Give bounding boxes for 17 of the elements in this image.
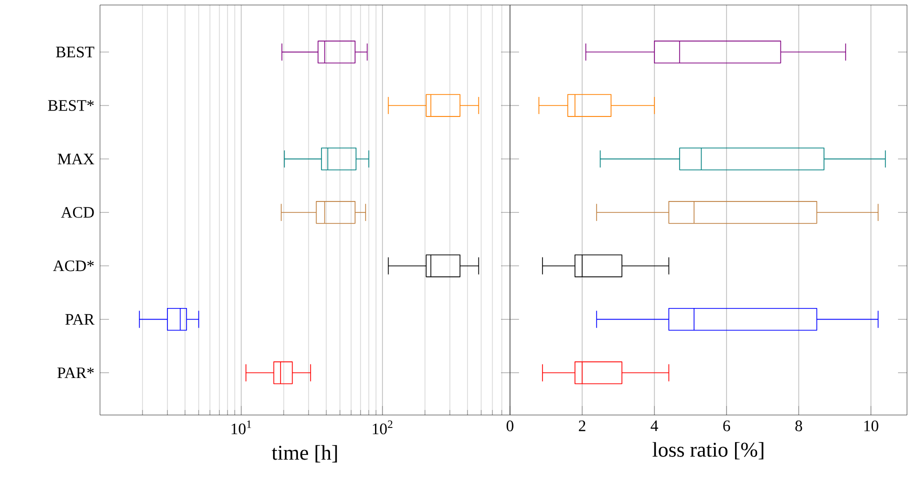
x-tick-label: 4 xyxy=(650,420,658,432)
x-tick-label: 10$^{2}$ xyxy=(372,420,392,434)
x-tick-label: 10$^{1}$ xyxy=(232,420,252,434)
y-tick-label: ACD xyxy=(60,207,94,218)
y-tick-label: ACD* xyxy=(53,260,94,272)
x-axis-title: time [h] xyxy=(272,445,337,462)
x-tick-label: 0 xyxy=(506,420,514,432)
x-tick-label: 10 xyxy=(864,420,878,432)
y-tick-label: BEST xyxy=(56,46,94,58)
x-axis-title: loss ratio [%] xyxy=(652,442,764,460)
x-tick-label: 2 xyxy=(578,420,586,432)
y-tick-label: PAR xyxy=(65,314,94,325)
y-tick-label: BEST* xyxy=(48,100,94,111)
y-tick-label: MAX xyxy=(58,154,94,164)
y-tick-label: PAR* xyxy=(57,368,94,378)
x-tick-label: 6 xyxy=(723,420,730,432)
x-tick-label: 8 xyxy=(795,420,802,432)
